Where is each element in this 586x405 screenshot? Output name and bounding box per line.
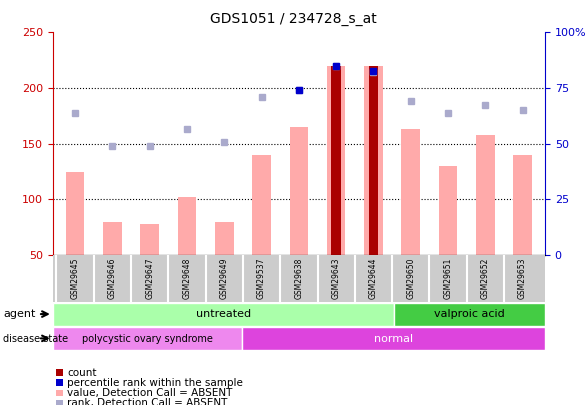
Text: valproic acid: valproic acid [434, 309, 505, 319]
Bar [439, 166, 457, 255]
Text: GSM29650: GSM29650 [406, 258, 415, 299]
Bar [215, 222, 234, 255]
Text: polycystic ovary syndrome: polycystic ovary syndrome [82, 334, 213, 343]
Text: GSM29537: GSM29537 [257, 258, 266, 299]
Bar [332, 66, 341, 255]
Bar [513, 155, 532, 255]
Text: untreated: untreated [196, 309, 251, 319]
FancyBboxPatch shape [53, 327, 242, 350]
Bar [401, 129, 420, 255]
Text: count: count [67, 368, 97, 377]
Text: disease state: disease state [3, 334, 68, 343]
Bar [369, 66, 378, 255]
Text: GSM29651: GSM29651 [444, 258, 452, 299]
Text: GSM29643: GSM29643 [332, 258, 340, 299]
Text: GSM29647: GSM29647 [145, 258, 154, 299]
Bar [103, 222, 122, 255]
Text: GSM29652: GSM29652 [481, 258, 490, 299]
Bar [327, 66, 346, 255]
Text: normal: normal [374, 334, 413, 343]
Text: rank, Detection Call = ABSENT: rank, Detection Call = ABSENT [67, 398, 228, 405]
Bar [141, 224, 159, 255]
Text: GSM29644: GSM29644 [369, 258, 378, 299]
Text: GSM29645: GSM29645 [71, 258, 80, 299]
Text: GSM29638: GSM29638 [294, 258, 304, 299]
Text: GSM29648: GSM29648 [182, 258, 192, 299]
FancyBboxPatch shape [53, 303, 394, 326]
Text: value, Detection Call = ABSENT: value, Detection Call = ABSENT [67, 388, 233, 398]
Text: percentile rank within the sample: percentile rank within the sample [67, 378, 243, 388]
Text: GSM29653: GSM29653 [518, 258, 527, 299]
Bar [66, 172, 84, 255]
Bar [364, 66, 383, 255]
Bar [252, 155, 271, 255]
FancyBboxPatch shape [394, 303, 545, 326]
FancyBboxPatch shape [242, 327, 545, 350]
Text: GSM29646: GSM29646 [108, 258, 117, 299]
Bar [178, 197, 196, 255]
Text: GSM29649: GSM29649 [220, 258, 229, 299]
Text: GDS1051 / 234728_s_at: GDS1051 / 234728_s_at [210, 12, 376, 26]
Bar [289, 127, 308, 255]
Bar [476, 135, 495, 255]
Text: agent: agent [3, 309, 35, 319]
